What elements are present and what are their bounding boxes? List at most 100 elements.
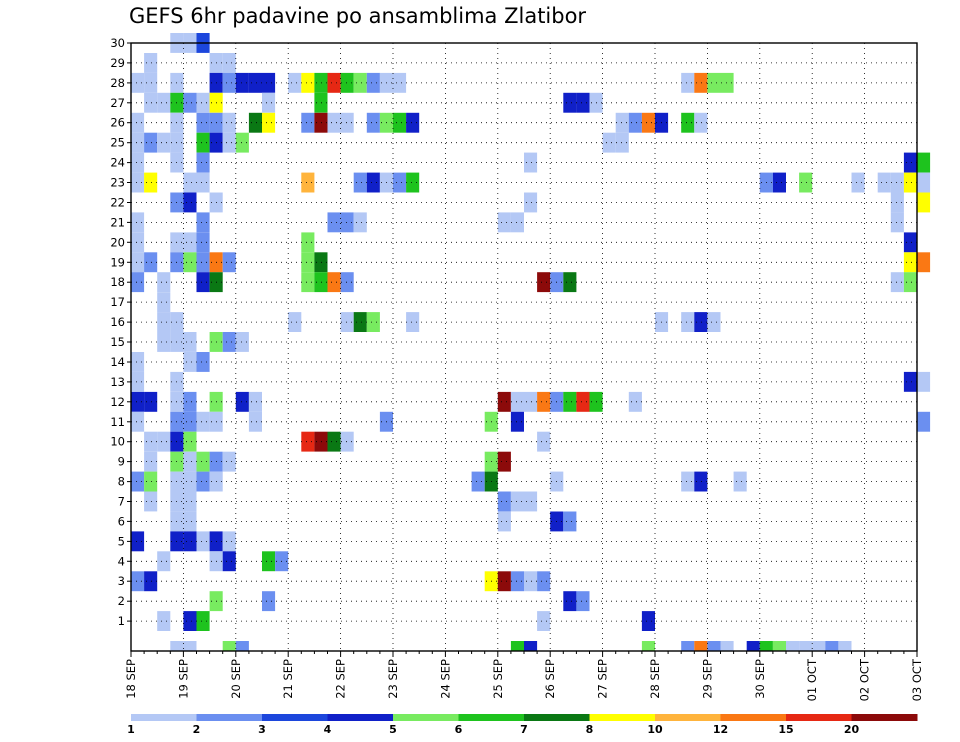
colorbar-label: 4 [324,723,332,736]
x-tick-label: 26 SEP [543,659,557,699]
heatmap-cell [183,411,197,432]
y-tick-label: 7 [118,495,125,509]
heatmap-cell [183,332,197,352]
colorbar-segment [589,714,656,721]
heatmap-cell [641,112,655,133]
heatmap-cell [694,641,708,651]
heatmap-cell [248,112,262,133]
heatmap-cell [681,72,695,93]
y-tick-label: 8 [118,475,125,489]
x-axis-ticks: 18 SEP 19 SEP 20 SEP 21 SEP 22 SEP 23 SEP 24 S… [124,651,924,701]
y-tick-label: 23 [110,176,125,190]
y-tick-label: 21 [110,215,125,229]
chart-title: GEFS 6hr padavine po ansamblima Zlatibor [129,4,587,28]
x-tick-label: 29 SEP [700,659,714,699]
heatmap-cell [641,611,655,631]
y-tick-label: 5 [118,534,125,548]
heatmap-cell [222,252,236,273]
heatmap-cell [157,272,171,293]
y-tick-label: 10 [110,435,125,449]
heatmap-cell [196,232,210,253]
heatmap-cell [812,641,826,651]
colorbar-label: 5 [389,723,397,736]
heatmap-cell [183,451,197,472]
colorbar-label: 20 [844,723,860,736]
heatmap-cell [327,431,341,452]
heatmap-cell [524,152,538,173]
heatmap-cell [196,112,210,133]
heatmap-cell [746,641,760,651]
heatmap-cell [131,411,145,432]
heatmap-cell [157,312,171,332]
colorbar-segment [655,714,721,721]
heatmap-cell [903,232,917,253]
heatmap-cell [681,641,695,651]
heatmap-cell [524,391,538,412]
heatmap-cell [563,511,577,532]
heatmap-cell [183,471,197,492]
x-tick-label: 20 SEP [229,659,243,699]
heatmap-cell [340,272,354,293]
colorbar-segment [458,714,525,721]
y-tick-label: 22 [110,196,125,210]
heatmap-cell [196,132,210,153]
dotted-grid [131,42,918,651]
heatmap-cell [838,641,852,651]
y-tick-label: 26 [110,116,125,130]
y-tick-label: 14 [110,355,125,369]
colorbar-label: 2 [193,723,201,736]
x-tick-label: 28 SEP [648,659,662,699]
heatmap-cell [144,431,158,452]
heatmap-cell [393,172,407,193]
colorbar-segment [720,714,787,721]
heatmap-cell [248,411,262,432]
y-tick-label: 24 [110,156,125,170]
heatmap-cell [288,312,302,332]
x-tick-label: 01 OCT [805,658,819,701]
heatmap-cell [144,471,158,492]
heatmap-cell [196,611,210,631]
heatmap-cell [406,112,420,133]
y-tick-label: 30 [110,36,125,50]
heatmap-cell [720,72,734,93]
y-tick-label: 25 [110,136,125,150]
heatmap-cell [524,641,538,651]
heatmap-cell [537,272,551,293]
heatmap-cell [615,132,629,153]
y-tick-label: 1 [118,614,125,628]
heatmap-cell [641,641,655,651]
heatmap-cell [406,312,420,332]
heatmap-cell [340,312,354,332]
heatmap-cell [707,312,721,332]
heatmap-cell [799,172,813,193]
heatmap-cell [497,212,511,233]
heatmap-cell [157,92,171,113]
heatmap-cell [196,172,210,193]
y-tick-label: 20 [110,235,125,249]
heatmap-cell [131,72,145,93]
heatmap-cell [183,352,197,372]
heatmap-cell [707,72,721,93]
heatmap-cell [917,252,931,273]
y-tick-label: 17 [110,295,125,309]
heatmap-cell [144,132,158,153]
heatmap-cell [917,172,931,193]
heatmap-cell [144,491,158,512]
colorbar-segment [262,714,328,721]
heatmap-cell [183,192,197,213]
heatmap-cell [497,571,511,592]
heatmap-cell [144,252,158,273]
heatmap-cell [353,212,367,233]
heatmap-cell [563,92,577,113]
heatmap-cell [196,411,210,432]
x-tick-label: 25 SEP [491,659,505,699]
heatmap-cell [890,212,904,233]
heatmap-cell [510,391,524,412]
heatmap-cell [301,112,315,133]
heatmap-cell [196,471,210,492]
y-tick-label: 4 [118,554,125,568]
heatmap-cell [314,272,328,293]
heatmap-cell [497,491,511,512]
heatmap-cell [563,272,577,293]
heatmap-cell [510,491,524,512]
